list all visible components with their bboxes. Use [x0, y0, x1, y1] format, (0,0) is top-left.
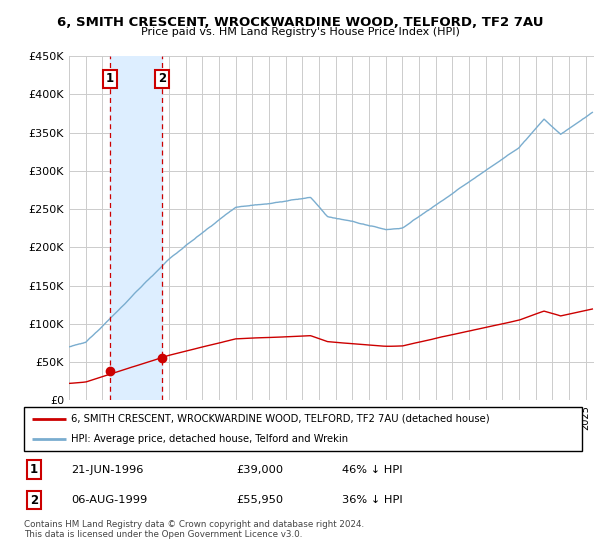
Text: 21-JUN-1996: 21-JUN-1996	[71, 465, 144, 474]
Text: 2: 2	[158, 72, 166, 86]
Text: 6, SMITH CRESCENT, WROCKWARDINE WOOD, TELFORD, TF2 7AU (detached house): 6, SMITH CRESCENT, WROCKWARDINE WOOD, TE…	[71, 414, 490, 424]
Text: 1: 1	[106, 72, 114, 86]
Text: 36% ↓ HPI: 36% ↓ HPI	[342, 496, 403, 505]
Text: 6, SMITH CRESCENT, WROCKWARDINE WOOD, TELFORD, TF2 7AU: 6, SMITH CRESCENT, WROCKWARDINE WOOD, TE…	[57, 16, 543, 29]
Text: 1: 1	[30, 463, 38, 476]
Text: Contains HM Land Registry data © Crown copyright and database right 2024.
This d: Contains HM Land Registry data © Crown c…	[24, 520, 364, 539]
Text: £55,950: £55,950	[236, 496, 283, 505]
Text: 06-AUG-1999: 06-AUG-1999	[71, 496, 148, 505]
Bar	[110, 56, 163, 400]
Text: £39,000: £39,000	[236, 465, 283, 474]
Text: 46% ↓ HPI: 46% ↓ HPI	[342, 465, 403, 474]
Text: HPI: Average price, detached house, Telford and Wrekin: HPI: Average price, detached house, Telf…	[71, 434, 349, 444]
Text: Price paid vs. HM Land Registry's House Price Index (HPI): Price paid vs. HM Land Registry's House …	[140, 27, 460, 37]
Text: 2: 2	[30, 494, 38, 507]
FancyBboxPatch shape	[24, 407, 582, 451]
